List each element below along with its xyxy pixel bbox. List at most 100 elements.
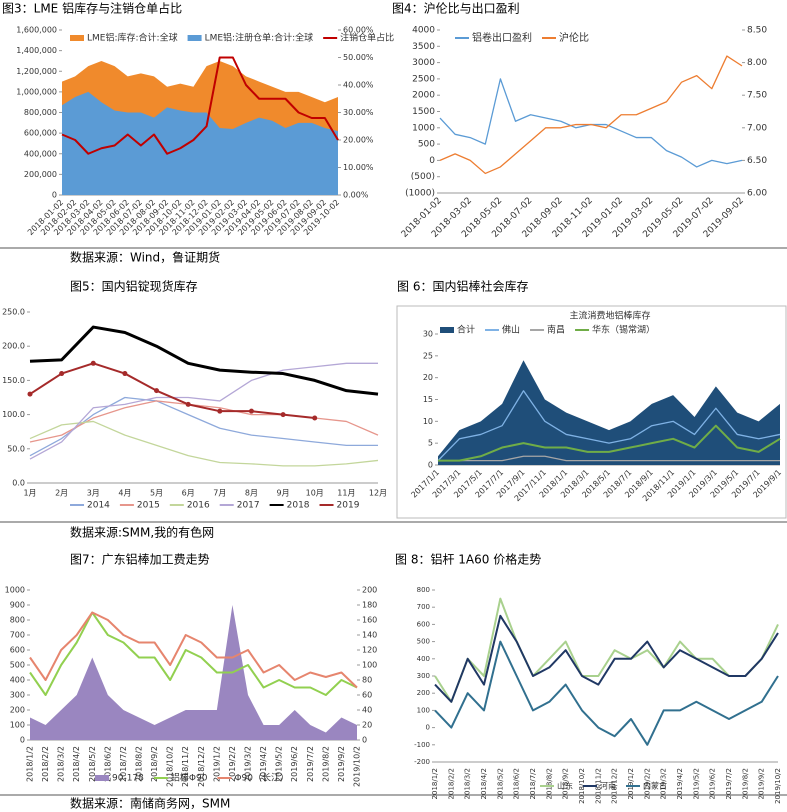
- y-tick-label: 4000: [412, 26, 435, 36]
- line: [438, 424, 781, 462]
- y-tick-label: 200: [417, 689, 430, 697]
- line: [438, 455, 780, 462]
- y-tick-label: 20.00%: [343, 136, 374, 145]
- x-tick-label: 2018/2/2: [447, 768, 455, 799]
- line: [29, 611, 358, 689]
- y-tick-label: 2500: [412, 74, 435, 84]
- legend-label: 内蒙古: [643, 781, 667, 791]
- legend-swatch: [187, 35, 202, 41]
- marker: [248, 408, 254, 414]
- area: [438, 360, 780, 465]
- x-tick-label: 7月: [213, 489, 226, 498]
- y-tick-label: 6.00: [747, 189, 767, 199]
- y-tick-label: 0: [20, 736, 25, 745]
- marker: [217, 408, 223, 414]
- figure-caption: 图5：国内铝锭现货库存: [70, 279, 198, 294]
- y-tick-label: 80: [362, 676, 372, 685]
- y-tick-label: 3000: [412, 58, 435, 68]
- y-tick-label: -100: [414, 741, 430, 749]
- x-tick-label: 2019/10/2: [353, 746, 362, 787]
- y-tick-label: 800,000: [24, 108, 57, 117]
- y-tick-label: 1000: [412, 123, 435, 133]
- figure-caption: 图3：LME 铝库存与注销仓单占比: [2, 1, 182, 16]
- source-note: 数据来源:SMM,我的有色网: [70, 525, 214, 540]
- y-tick-label: 0: [429, 156, 435, 166]
- y-tick-label: 800: [417, 586, 430, 594]
- x-tick-label: 2018/10/2: [166, 746, 175, 787]
- y-tick-label: 1,000,000: [16, 87, 57, 96]
- figure-caption: 图 8：铝杆 1A60 价格走势: [395, 552, 541, 567]
- x-tick-label: 2019/4/2: [259, 746, 268, 782]
- x-tick-label: 2018/4/2: [72, 746, 81, 782]
- y-tick-label: 200: [362, 586, 377, 595]
- legend-swatch: [440, 327, 454, 333]
- line: [29, 396, 378, 457]
- y-tick-label: 600: [417, 620, 430, 628]
- area: [62, 91, 338, 195]
- panel-frame: [396, 305, 787, 519]
- source-note: 数据来源：南储商务网，SMM: [70, 796, 230, 811]
- x-tick-label: 2019/3/2: [660, 768, 668, 799]
- x-tick-label: 8月: [245, 489, 258, 498]
- y-tick-label: 100: [10, 721, 25, 730]
- x-tick-label: 2018/1/2: [431, 768, 439, 799]
- y-tick-label: 300: [417, 672, 430, 680]
- marker: [280, 412, 286, 418]
- x-tick-label: 2019/8/2: [741, 768, 749, 799]
- y-tick-label: 0: [362, 736, 367, 745]
- y-tick-label: (500): [411, 172, 435, 182]
- x-tick-label: 2018/6/2: [513, 768, 521, 799]
- y-tick-label: 100: [417, 706, 430, 714]
- x-tick-label: 2018/8/2: [135, 746, 144, 782]
- x-tick-label: 2018/9/2: [150, 746, 159, 782]
- area: [30, 605, 357, 740]
- marker: [90, 360, 96, 366]
- x-tick-label: 11月: [337, 489, 355, 498]
- x-tick-label: 3月: [87, 489, 100, 498]
- x-tick-label: 2018/12/2: [197, 746, 206, 787]
- legend-label: 华东（锡常湖）: [592, 324, 655, 336]
- x-tick-label: 2019/10/2: [774, 768, 782, 804]
- legend-label: Φ90（长江）: [234, 772, 289, 784]
- x-tick-label: 2018/4/2: [480, 768, 488, 799]
- x-tick-label: 2019/4/2: [676, 768, 684, 799]
- x-tick-label: 2月: [55, 489, 68, 498]
- legend-swatch: [95, 775, 109, 781]
- marker: [154, 388, 160, 394]
- y-tick-label: 600: [10, 646, 25, 655]
- x-tick-label: 2019/6/2: [290, 746, 299, 782]
- y-tick-label: 60: [362, 691, 372, 700]
- x-tick-label: 2018/12/2: [611, 768, 619, 804]
- y-tick-label: 1,200,000: [16, 67, 57, 76]
- y-tick-label: 2000: [412, 91, 435, 101]
- x-tick-label: 2019/9/2: [758, 768, 766, 799]
- y-tick-label: 900: [10, 601, 25, 610]
- line: [434, 640, 779, 746]
- legend-label: 2017: [237, 501, 260, 511]
- line: [29, 420, 379, 467]
- x-tick-label: 5月: [150, 489, 163, 498]
- y-tick-label: 150.0: [2, 376, 25, 385]
- x-tick-label: 1月: [23, 489, 36, 498]
- y-tick-label: 7.00: [747, 123, 767, 133]
- y-tick-label: 160: [362, 616, 377, 625]
- marker: [59, 371, 65, 377]
- marker: [122, 371, 128, 377]
- legend-label: 河南: [600, 781, 616, 791]
- x-tick-label: 2018/3/2: [57, 746, 66, 782]
- y-tick-label: 180: [362, 601, 377, 610]
- y-tick-label: 300: [10, 691, 25, 700]
- y-tick-label: 1,400,000: [16, 46, 57, 55]
- legend-label: 2018: [287, 501, 310, 511]
- legend-label: 佛山: [502, 324, 520, 336]
- x-tick-label: 2019/6/2: [709, 768, 717, 799]
- y-tick-label: 60.00%: [343, 26, 374, 35]
- y-tick-label: 120: [362, 646, 377, 655]
- y-tick-label: 200: [10, 706, 25, 715]
- y-tick-label: 3500: [412, 42, 435, 52]
- y-tick-label: 0: [426, 724, 430, 732]
- line: [29, 362, 315, 420]
- x-tick-label: 4月: [118, 489, 131, 498]
- marker: [27, 391, 33, 397]
- line: [434, 597, 779, 703]
